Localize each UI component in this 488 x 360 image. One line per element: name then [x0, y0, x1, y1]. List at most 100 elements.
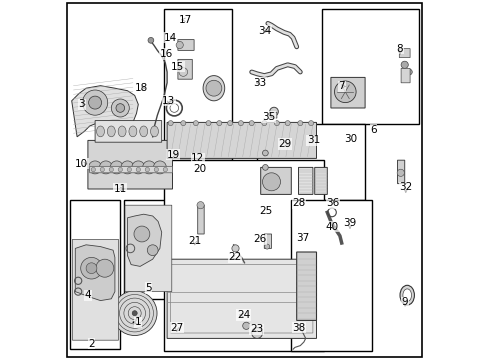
- Text: 1: 1: [135, 317, 142, 327]
- Ellipse shape: [399, 285, 413, 305]
- Text: 16: 16: [160, 49, 173, 59]
- Circle shape: [251, 328, 262, 338]
- Circle shape: [121, 161, 134, 174]
- FancyBboxPatch shape: [72, 239, 118, 340]
- Text: 18: 18: [134, 83, 147, 93]
- FancyBboxPatch shape: [167, 259, 316, 338]
- Circle shape: [400, 61, 407, 68]
- FancyBboxPatch shape: [298, 167, 312, 194]
- Circle shape: [82, 90, 107, 115]
- Circle shape: [145, 167, 149, 172]
- Text: 28: 28: [292, 198, 305, 208]
- Bar: [321, 9, 418, 124]
- Circle shape: [205, 121, 211, 126]
- Text: 36: 36: [325, 198, 339, 208]
- Bar: [163, 9, 231, 160]
- Ellipse shape: [140, 126, 147, 137]
- Text: 30: 30: [344, 134, 357, 144]
- Text: 9: 9: [401, 297, 407, 307]
- Text: 37: 37: [296, 233, 309, 243]
- Circle shape: [168, 121, 173, 126]
- Circle shape: [297, 121, 302, 126]
- Circle shape: [132, 311, 137, 316]
- Circle shape: [154, 167, 158, 172]
- Circle shape: [227, 121, 232, 126]
- FancyBboxPatch shape: [296, 252, 316, 320]
- Text: 32: 32: [398, 182, 411, 192]
- Text: 11: 11: [113, 184, 127, 194]
- FancyBboxPatch shape: [271, 112, 276, 118]
- Ellipse shape: [107, 126, 115, 137]
- Text: 25: 25: [258, 206, 271, 216]
- Circle shape: [176, 41, 183, 49]
- Bar: [291, 200, 371, 351]
- Circle shape: [147, 245, 158, 256]
- Circle shape: [262, 150, 268, 156]
- Polygon shape: [75, 245, 115, 301]
- Text: 19: 19: [166, 150, 180, 160]
- FancyBboxPatch shape: [264, 234, 271, 248]
- Circle shape: [99, 161, 112, 174]
- Text: 29: 29: [278, 139, 291, 149]
- Text: 12: 12: [191, 153, 204, 163]
- Circle shape: [109, 167, 113, 172]
- Circle shape: [205, 80, 222, 96]
- Circle shape: [153, 161, 166, 174]
- Circle shape: [193, 121, 198, 126]
- Circle shape: [91, 167, 95, 172]
- Text: 8: 8: [396, 44, 403, 54]
- FancyBboxPatch shape: [330, 77, 365, 108]
- Text: 15: 15: [171, 62, 184, 72]
- Circle shape: [249, 121, 254, 126]
- Circle shape: [285, 121, 289, 126]
- Text: 31: 31: [306, 135, 320, 145]
- Text: 5: 5: [145, 283, 151, 293]
- Text: 21: 21: [188, 236, 201, 246]
- Circle shape: [242, 322, 249, 329]
- Circle shape: [134, 226, 149, 242]
- FancyBboxPatch shape: [260, 167, 291, 194]
- Bar: [163, 160, 323, 351]
- Circle shape: [197, 202, 204, 209]
- Circle shape: [88, 96, 102, 109]
- FancyBboxPatch shape: [178, 40, 194, 50]
- FancyBboxPatch shape: [88, 140, 172, 189]
- Circle shape: [262, 165, 268, 170]
- Circle shape: [116, 104, 124, 112]
- Circle shape: [269, 107, 278, 116]
- Ellipse shape: [96, 126, 104, 137]
- Circle shape: [396, 169, 404, 176]
- Text: 24: 24: [236, 310, 249, 320]
- Circle shape: [163, 167, 167, 172]
- Circle shape: [111, 99, 129, 117]
- Circle shape: [334, 81, 355, 103]
- Polygon shape: [72, 86, 138, 137]
- Circle shape: [88, 161, 102, 174]
- FancyBboxPatch shape: [314, 167, 326, 194]
- Ellipse shape: [150, 126, 158, 137]
- Text: 13: 13: [162, 96, 175, 106]
- Text: 33: 33: [253, 78, 266, 88]
- Circle shape: [86, 263, 97, 274]
- Circle shape: [132, 161, 144, 174]
- Circle shape: [136, 167, 140, 172]
- Circle shape: [112, 291, 157, 336]
- Ellipse shape: [203, 76, 224, 101]
- Circle shape: [406, 69, 411, 75]
- FancyBboxPatch shape: [125, 205, 171, 292]
- FancyBboxPatch shape: [399, 49, 409, 58]
- Text: 27: 27: [170, 323, 183, 333]
- Text: 4: 4: [84, 290, 91, 300]
- Text: 35: 35: [262, 112, 275, 122]
- Text: 6: 6: [369, 125, 376, 135]
- Text: 3: 3: [78, 99, 85, 109]
- Bar: [257, 124, 365, 200]
- Text: 2: 2: [88, 339, 95, 349]
- Circle shape: [261, 121, 266, 126]
- FancyBboxPatch shape: [197, 205, 204, 234]
- Text: 26: 26: [253, 234, 266, 244]
- Circle shape: [308, 121, 313, 126]
- Bar: [123, 200, 174, 299]
- Circle shape: [181, 121, 185, 126]
- Polygon shape: [127, 214, 162, 266]
